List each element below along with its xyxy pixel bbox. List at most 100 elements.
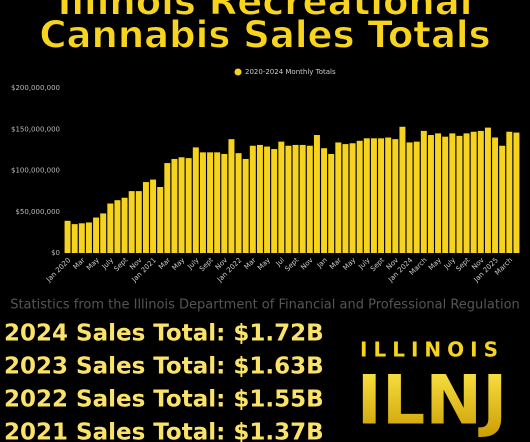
logo-mark: ILNJ (357, 362, 508, 441)
bar (78, 223, 85, 253)
bar (121, 197, 128, 253)
bar (114, 200, 121, 253)
x-tick-label: Sept (283, 256, 300, 273)
bar (321, 148, 328, 253)
title-line: Cannabis Sales Totals (39, 14, 490, 57)
y-tick-label: $200,000,000 (11, 84, 60, 92)
bar (442, 136, 449, 253)
bar (328, 154, 335, 253)
bar (427, 135, 434, 253)
x-tick-label: Sept (198, 256, 215, 273)
title-line: Illinois Recreational (58, 0, 473, 24)
bar (235, 153, 242, 253)
x-tick-label: May (427, 256, 443, 272)
bar (392, 139, 399, 253)
bar (256, 144, 263, 253)
bar (228, 139, 235, 253)
x-tick-label: May (85, 256, 101, 272)
bar (513, 132, 520, 253)
bar (378, 138, 385, 253)
bar (463, 133, 470, 253)
logo-top: ILLINOIS (360, 338, 504, 362)
bar (413, 141, 420, 253)
bar (192, 147, 199, 253)
sales-total: 2024 Sales Total: $1.72B (4, 321, 324, 347)
x-tick-label: Sept (112, 256, 129, 273)
bar (157, 187, 164, 253)
bar (435, 133, 442, 253)
bar (477, 130, 484, 253)
bar (285, 145, 292, 253)
x-tick-label: Mar (157, 256, 172, 271)
bar (207, 152, 214, 253)
bar (470, 131, 477, 253)
x-tick-label: Mar (243, 256, 258, 271)
bar (484, 127, 491, 253)
totals: 2024 Sales Total: $1.72B 2023 Sales Total… (4, 321, 324, 442)
source-note: Statistics from the Illinois Department … (10, 298, 520, 313)
bar (142, 182, 149, 253)
bar (264, 146, 271, 253)
bar (313, 135, 320, 253)
x-tick-label: Nov (299, 256, 314, 271)
bar (385, 137, 392, 253)
bar (221, 154, 228, 253)
bar (342, 144, 349, 253)
bar (492, 137, 499, 253)
x-tick-label: Sept (369, 256, 386, 273)
bar (278, 141, 285, 253)
bar (128, 191, 135, 253)
bar (363, 138, 370, 253)
bar (150, 179, 157, 253)
y-tick-label: $50,000,000 (15, 208, 60, 216)
bar (85, 222, 92, 253)
bar (271, 149, 278, 253)
x-tick-label: Jan (315, 256, 329, 270)
bar (499, 145, 506, 253)
x-tick-label: May (256, 256, 272, 272)
bar (164, 163, 171, 253)
bar (199, 152, 206, 253)
bar (185, 158, 192, 253)
bar (171, 158, 178, 253)
bar (335, 142, 342, 253)
bar (107, 203, 114, 253)
bar (249, 145, 256, 253)
legend-swatch (234, 68, 242, 76)
bar (506, 131, 513, 253)
bar (93, 217, 100, 253)
x-tick-label: Jan 2020 (44, 256, 72, 284)
bar (214, 152, 221, 253)
x-tick-label: Mar (72, 256, 87, 271)
y-tick-label: $0 (51, 249, 60, 257)
bar (399, 126, 406, 253)
bar (370, 138, 377, 253)
x-tick-label: Mar (328, 256, 343, 271)
bar (299, 144, 306, 253)
bar (178, 157, 185, 253)
bar (292, 144, 299, 253)
x-tick-label: May (170, 256, 186, 272)
bar (100, 213, 107, 253)
bar (135, 191, 142, 253)
bar (356, 140, 363, 253)
sales-total: 2022 Sales Total: $1.55B (4, 387, 324, 413)
legend-label: 2020-2024 Monthly Totals (245, 68, 336, 76)
y-tick-label: $100,000,000 (11, 167, 60, 175)
x-tick-label: May (341, 256, 357, 272)
y-tick-label: $150,000,000 (11, 125, 60, 133)
sales-total: 2021 Sales Total: $1.37B (4, 420, 324, 442)
bar (64, 220, 71, 253)
bar (449, 133, 456, 253)
bar (349, 143, 356, 253)
x-tick-label: Sept (454, 256, 471, 273)
bar (406, 142, 413, 253)
bar (242, 158, 249, 253)
bar (306, 145, 313, 253)
bar (71, 224, 78, 253)
sales-total: 2023 Sales Total: $1.63B (4, 354, 324, 380)
bar (420, 130, 427, 253)
bar (456, 135, 463, 253)
